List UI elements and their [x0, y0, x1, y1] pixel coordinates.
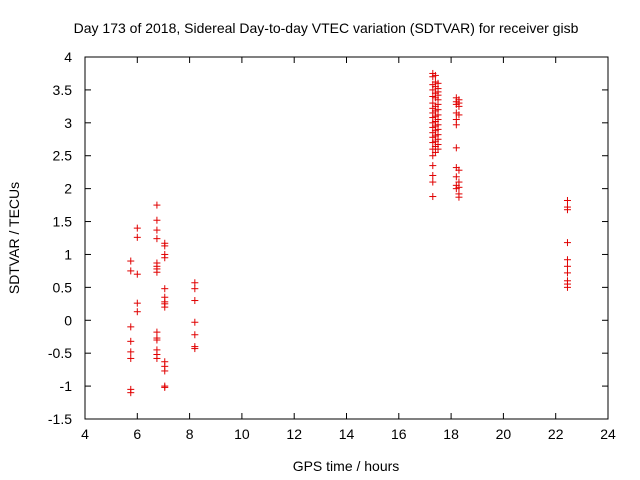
plot-frame [84, 56, 609, 420]
x-tick-label: 18 [443, 426, 459, 442]
data-point [191, 297, 199, 305]
data-point [452, 121, 460, 129]
y-tick-label: 0 [64, 312, 72, 328]
y-tick-label: -1 [60, 378, 73, 394]
data-point [191, 345, 199, 353]
data-point [133, 299, 141, 307]
data-point [452, 144, 460, 152]
data-point [153, 328, 161, 336]
data-point [127, 323, 135, 331]
data-point [563, 196, 571, 204]
y-axis: -1.5 -1 -0.5 0 0.5 1 1.5 2 2.5 3 3.5 4 [48, 49, 608, 427]
data-point [455, 102, 463, 110]
y-tick-label: 4 [64, 49, 72, 65]
x-tick-label: 6 [133, 426, 141, 442]
y-axis-label: SDTVAR / TECUs [6, 182, 22, 294]
data-point [563, 256, 571, 264]
x-axis-label: GPS time / hours [293, 458, 400, 474]
data-point [191, 318, 199, 326]
data-point [153, 226, 161, 234]
y-tick-label: -1.5 [48, 411, 72, 427]
data-point [455, 193, 463, 201]
y-tick-label: 1 [64, 246, 72, 262]
y-tick-label: 3.5 [53, 82, 73, 98]
data-point [455, 166, 463, 174]
data-point [153, 216, 161, 224]
x-tick-label: 8 [186, 426, 194, 442]
data-point [153, 201, 161, 209]
y-tick-label: 2 [64, 181, 72, 197]
data-point [153, 235, 161, 243]
data-point [563, 239, 571, 247]
y-tick-label: 2.5 [53, 148, 73, 164]
data-point [133, 233, 141, 241]
x-tick-label: 22 [548, 426, 564, 442]
data-point [191, 279, 199, 287]
data-point [431, 71, 439, 79]
data-point [455, 111, 463, 119]
data-point [429, 193, 437, 201]
x-axis: 4 6 8 10 12 14 16 18 20 22 24 [81, 57, 616, 442]
data-point [127, 337, 135, 345]
data-point [133, 308, 141, 316]
y-tick-label: -0.5 [48, 345, 72, 361]
data-point [127, 267, 135, 275]
data-point [191, 285, 199, 293]
x-tick-label: 4 [81, 426, 89, 442]
data-point [127, 348, 135, 356]
data-point [133, 270, 141, 278]
data-point [563, 269, 571, 277]
x-tick-label: 10 [234, 426, 250, 442]
x-tick-label: 16 [391, 426, 407, 442]
data-point [127, 354, 135, 362]
data-point [127, 257, 135, 265]
data-point [434, 145, 442, 153]
x-tick-label: 20 [496, 426, 512, 442]
data-point [429, 171, 437, 179]
data-point [563, 283, 571, 291]
data-point [127, 389, 135, 397]
data-point [161, 303, 169, 311]
data-point [455, 183, 463, 191]
y-tick-label: 1.5 [53, 214, 73, 230]
data-point [429, 162, 437, 170]
data-point [563, 206, 571, 214]
data-point [563, 262, 571, 270]
data-point [153, 268, 161, 276]
x-tick-label: 24 [600, 426, 616, 442]
data-point [161, 285, 169, 293]
x-tick-label: 14 [339, 426, 355, 442]
data-point [153, 354, 161, 362]
data-point [191, 331, 199, 339]
data-point [161, 254, 169, 262]
chart-title: Day 173 of 2018, Sidereal Day-to-day VTE… [74, 20, 579, 36]
x-tick-label: 12 [286, 426, 302, 442]
data-point [153, 336, 161, 344]
data-points [127, 69, 571, 397]
data-point [452, 173, 460, 181]
data-point [429, 178, 437, 186]
data-point [161, 383, 169, 391]
data-point [133, 224, 141, 232]
y-tick-label: 0.5 [53, 279, 73, 295]
data-point [161, 242, 169, 250]
y-tick-label: 3 [64, 115, 72, 131]
data-point [161, 367, 169, 375]
